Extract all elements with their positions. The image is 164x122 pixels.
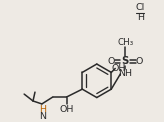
Text: O: O	[135, 57, 143, 66]
Text: O: O	[108, 57, 115, 66]
Text: S: S	[122, 56, 129, 66]
Text: OH: OH	[59, 105, 74, 114]
Text: H: H	[39, 105, 46, 114]
Text: Cl: Cl	[135, 3, 145, 12]
Text: OH: OH	[112, 64, 126, 73]
Text: H: H	[137, 13, 144, 22]
Text: CH₃: CH₃	[117, 38, 133, 47]
Text: NH: NH	[118, 69, 132, 78]
Text: N: N	[39, 112, 46, 121]
